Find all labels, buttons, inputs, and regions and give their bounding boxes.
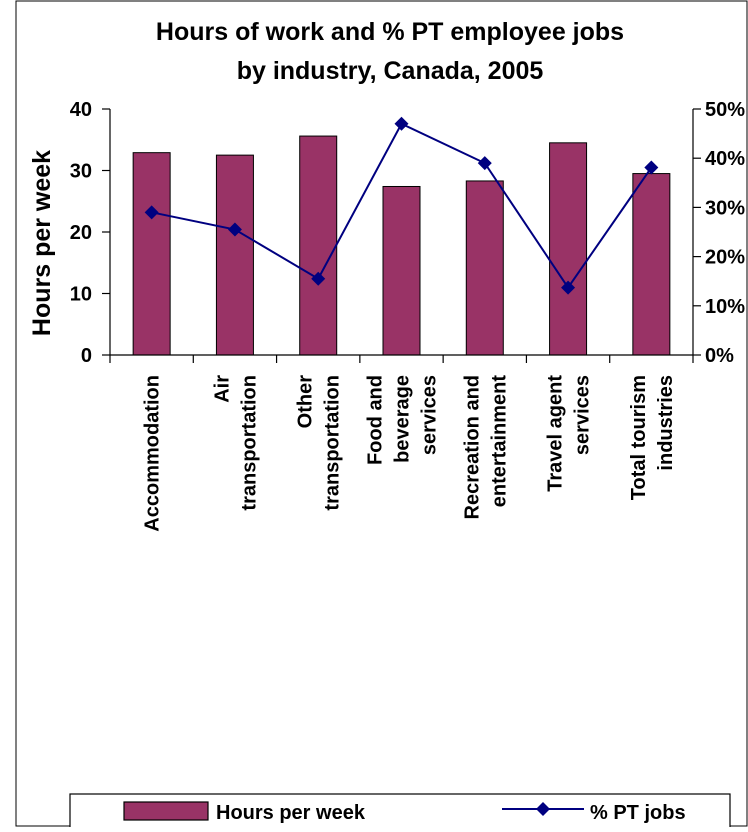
plot-area: 0 10 20 30 40 0% 10% 20% 30% 40% 50% Accommodation A… bbox=[70, 99, 745, 532]
category-label-3-1: beverage bbox=[392, 375, 414, 463]
category-label-2-1: transportation bbox=[322, 375, 344, 511]
bar-4 bbox=[465, 180, 504, 356]
right-tick-label-4: 40% bbox=[705, 148, 745, 170]
category-label-2-0: Other bbox=[295, 375, 317, 429]
bar-3 bbox=[382, 185, 421, 356]
legend-label-pt-jobs: % PT jobs bbox=[590, 802, 686, 824]
category-label-5-0: Travel agent bbox=[545, 375, 567, 492]
right-tick-label-5: 50% bbox=[705, 99, 745, 121]
pt-jobs-point-6 bbox=[644, 160, 659, 175]
legend-marker-swatch bbox=[536, 802, 550, 816]
legend-bar-swatch bbox=[123, 801, 209, 821]
category-label-4-0: Recreation and bbox=[461, 375, 483, 519]
left-tick-label-0: 0 bbox=[81, 345, 92, 367]
chart-title-line-1: Hours of work and % PT employee jobs bbox=[156, 18, 624, 46]
chart-title-line-2: by industry, Canada, 2005 bbox=[237, 57, 544, 85]
right-tick-label-2: 20% bbox=[705, 247, 745, 269]
y-axis-label: Hours per week bbox=[28, 150, 56, 336]
bar-0 bbox=[132, 152, 171, 356]
category-label-0-0: Accommodation bbox=[142, 375, 164, 532]
pt-jobs-point-3 bbox=[394, 116, 409, 131]
category-label-3-0: Food and bbox=[365, 375, 387, 465]
pt-jobs-point-4 bbox=[477, 156, 492, 171]
category-label-3-2: services bbox=[419, 375, 441, 455]
right-tick-label-3: 30% bbox=[705, 197, 745, 219]
bar-6 bbox=[632, 173, 671, 356]
left-tick-label-1: 10 bbox=[70, 284, 92, 306]
pt-jobs-point-5 bbox=[561, 280, 576, 295]
right-tick-label-1: 10% bbox=[705, 296, 745, 318]
category-label-6-0: Total tourism bbox=[628, 375, 650, 500]
right-tick-label-0: 0% bbox=[705, 345, 734, 367]
legend: Hours per week % PT jobs bbox=[69, 793, 731, 831]
category-label-5-1: services bbox=[572, 375, 594, 455]
left-tick-label-3: 30 bbox=[70, 161, 92, 183]
pt-jobs-point-2 bbox=[311, 271, 326, 286]
category-label-6-1: industries bbox=[655, 375, 677, 471]
bar-5 bbox=[549, 142, 588, 356]
pt-jobs-point-1 bbox=[227, 222, 242, 237]
legend-label-hours: Hours per week bbox=[216, 802, 366, 824]
category-label-4-1: entertainment bbox=[488, 375, 510, 508]
bar-1 bbox=[215, 154, 254, 356]
category-label-1-1: transportation bbox=[238, 375, 260, 511]
bar-2 bbox=[299, 135, 338, 356]
category-label-1-0: Air bbox=[211, 375, 233, 403]
left-tick-label-4: 40 bbox=[70, 99, 92, 121]
left-tick-label-2: 20 bbox=[70, 222, 92, 244]
pt-jobs-point-0 bbox=[144, 205, 159, 220]
